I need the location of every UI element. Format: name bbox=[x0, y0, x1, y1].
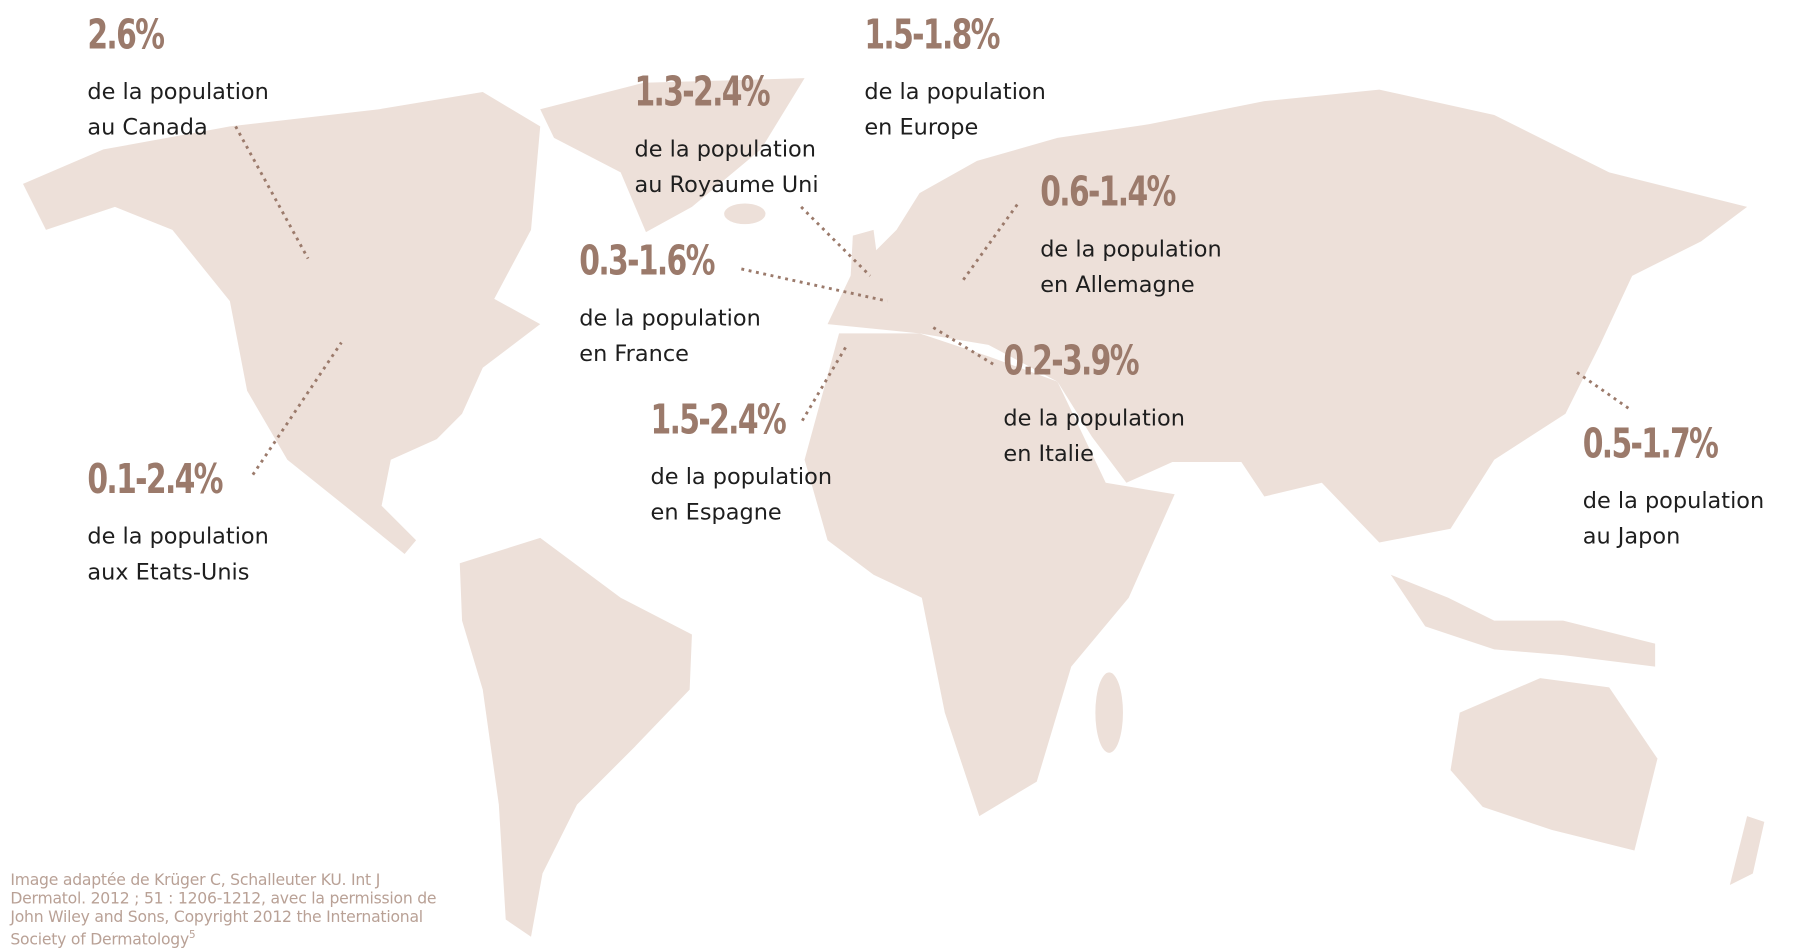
label-text: de la population bbox=[87, 522, 269, 550]
label-text: en Europe bbox=[864, 113, 979, 141]
label-europe: 1.5-1.8% de la population en Europe bbox=[864, 11, 1051, 145]
percentage: 1.3-2.4% bbox=[634, 68, 770, 117]
image-credit: Image adaptée de Krüger C, Schalleuter K… bbox=[10, 871, 458, 949]
label-text: aux Etats-Unis bbox=[87, 558, 250, 586]
greenland bbox=[540, 78, 805, 233]
label-text: au Japon bbox=[1582, 522, 1681, 550]
africa bbox=[804, 333, 1175, 817]
percentage: 2.6% bbox=[87, 11, 165, 59]
label-france: 0.3-1.6% de la population en France bbox=[579, 241, 766, 371]
label-text: au Royaume Uni bbox=[634, 171, 819, 198]
uk bbox=[850, 229, 880, 279]
madagascar bbox=[1095, 672, 1123, 753]
indonesia bbox=[1390, 574, 1656, 667]
label-text: en Espagne bbox=[650, 498, 782, 526]
percentage: 0.6-1.4% bbox=[1040, 168, 1176, 217]
leader-france bbox=[741, 267, 888, 303]
percentage: 0.3-1.6% bbox=[579, 237, 715, 286]
percentage: 0.1-2.4% bbox=[87, 456, 223, 504]
label-usa: 0.1-2.4% de la population aux Etats-Unis bbox=[87, 456, 274, 590]
label-text: en Allemagne bbox=[1040, 271, 1195, 298]
south-america bbox=[459, 537, 692, 937]
leader-italy bbox=[932, 326, 997, 367]
label-text: de la population bbox=[634, 135, 816, 163]
label-uk: 1.3-2.4% de la population au Royaume Uni bbox=[634, 72, 821, 202]
label-text: de la population bbox=[1003, 404, 1185, 432]
label-text: de la population bbox=[650, 463, 833, 490]
label-text: en France bbox=[579, 340, 689, 367]
percentage: 0.5-1.7% bbox=[1582, 420, 1719, 468]
japan bbox=[1557, 258, 1607, 380]
label-text: au Canada bbox=[87, 113, 208, 141]
leader-canada bbox=[234, 125, 310, 260]
percentage: 1.5-1.8% bbox=[864, 11, 1000, 59]
percentage: 1.5-2.4% bbox=[650, 396, 787, 444]
credit-text: Image adaptée de Krüger C, Schalleuter K… bbox=[10, 871, 437, 949]
label-text: de la population bbox=[864, 78, 1046, 105]
label-text: de la population bbox=[1040, 235, 1222, 263]
footnote-ref: 5 bbox=[189, 929, 196, 942]
label-text: en Italie bbox=[1003, 440, 1094, 467]
label-text: de la population bbox=[1582, 487, 1765, 514]
percentage: 0.2-3.9% bbox=[1003, 337, 1139, 386]
label-japan: 0.5-1.7% de la population au Japon bbox=[1583, 424, 1770, 554]
label-canada: 2.6% de la population au Canada bbox=[87, 11, 269, 145]
label-italy: 0.2-3.9% de la population en Italie bbox=[1003, 341, 1190, 471]
leader-germany bbox=[960, 203, 1019, 283]
label-text: de la population bbox=[579, 304, 761, 332]
label-text: de la population bbox=[87, 78, 269, 105]
leader-lines bbox=[234, 125, 1631, 476]
north-america bbox=[22, 91, 541, 555]
iceland bbox=[724, 203, 766, 225]
label-spain: 1.5-2.4% de la population en Espagne bbox=[650, 396, 838, 530]
eurasia bbox=[827, 89, 1748, 543]
australia bbox=[1450, 678, 1658, 851]
leader-uk bbox=[800, 205, 872, 277]
label-germany: 0.6-1.4% de la population en Allemagne bbox=[1040, 172, 1227, 302]
leader-japan bbox=[1576, 371, 1631, 411]
new-zealand bbox=[1729, 816, 1765, 886]
